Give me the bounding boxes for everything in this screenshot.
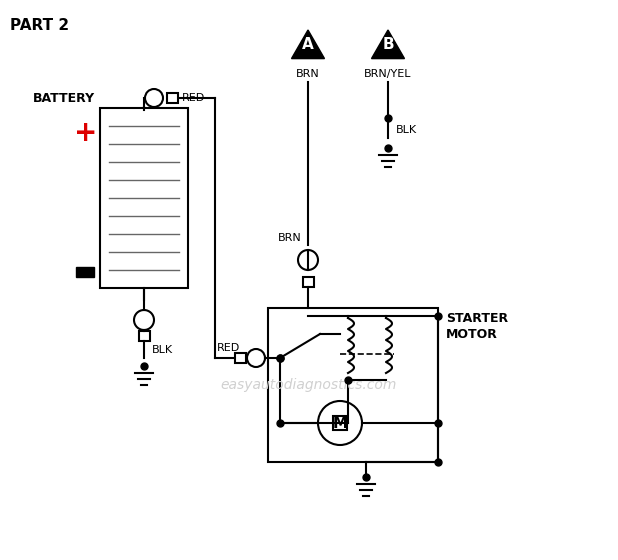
Bar: [234, 353, 245, 363]
Text: BRN/YEL: BRN/YEL: [364, 69, 412, 78]
Text: A: A: [302, 36, 314, 52]
Text: BRN: BRN: [278, 233, 302, 243]
Polygon shape: [371, 30, 405, 59]
Text: easyautodiagnostics.com: easyautodiagnostics.com: [221, 378, 397, 392]
Text: B: B: [382, 36, 394, 52]
Text: BRN: BRN: [296, 69, 320, 78]
Bar: [268, 308, 438, 462]
Polygon shape: [292, 30, 324, 59]
Bar: [76, 267, 94, 277]
Bar: [166, 93, 177, 103]
Text: BLK: BLK: [152, 345, 173, 355]
Bar: [302, 277, 313, 287]
Text: BATTERY: BATTERY: [33, 91, 95, 105]
Text: RED: RED: [217, 343, 240, 353]
Text: BLK: BLK: [396, 125, 417, 135]
Text: +: +: [74, 119, 98, 147]
Text: STARTER: STARTER: [446, 311, 508, 324]
Text: RED: RED: [182, 93, 205, 103]
Text: M: M: [332, 416, 347, 431]
Text: PART 2: PART 2: [10, 18, 69, 33]
Bar: [138, 331, 150, 341]
Text: MOTOR: MOTOR: [446, 328, 498, 340]
Bar: [333, 416, 347, 430]
Bar: [100, 108, 188, 288]
